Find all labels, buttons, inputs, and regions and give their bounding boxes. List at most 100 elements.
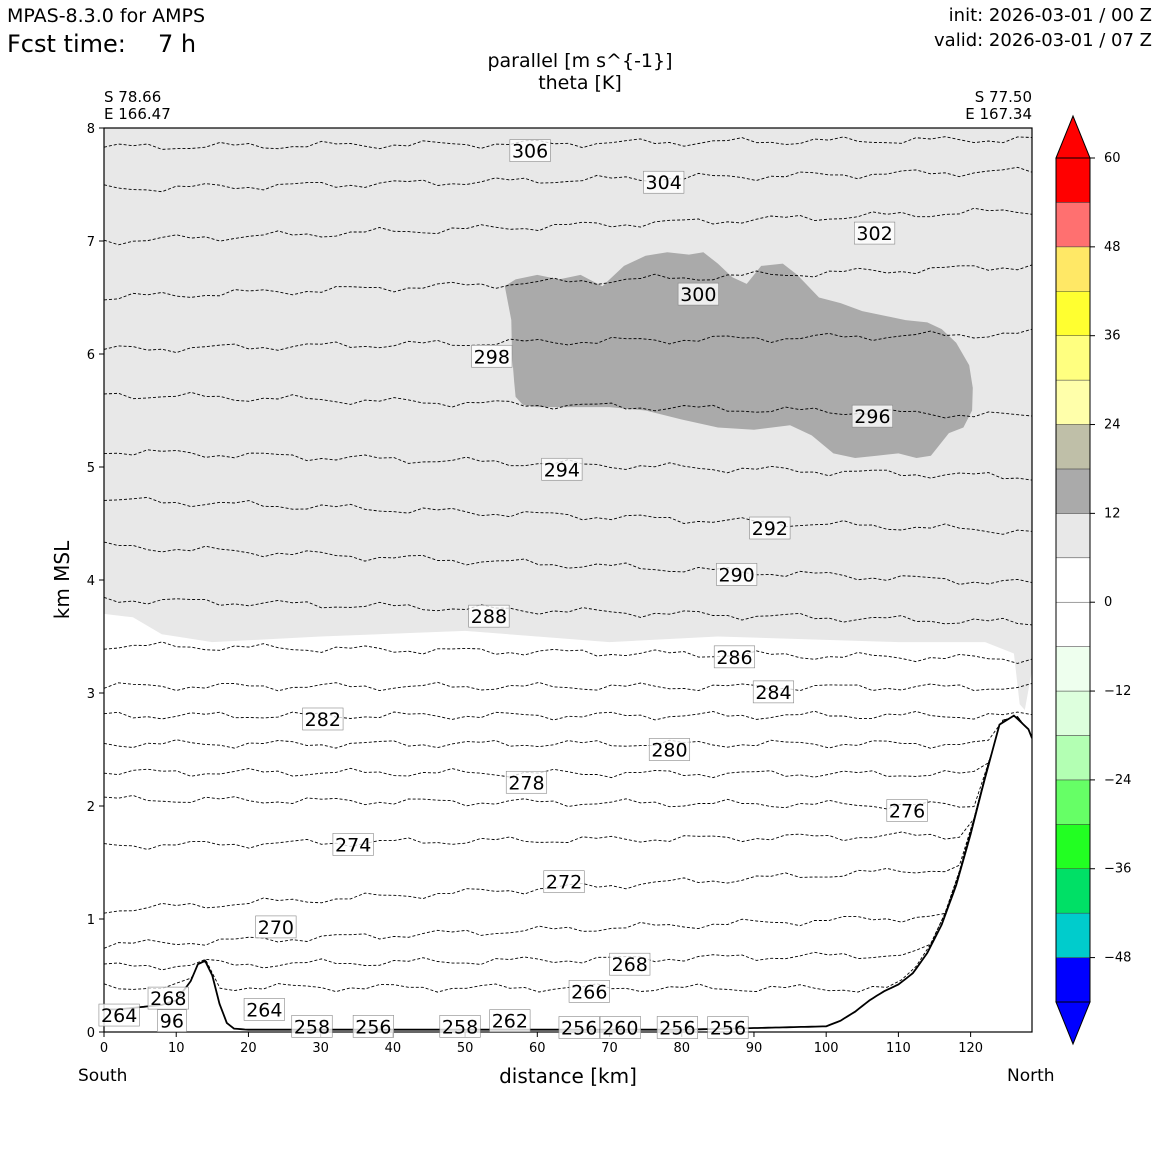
x-tick-label: 20 bbox=[240, 1041, 257, 1056]
contour-label-box bbox=[471, 344, 513, 368]
colorbar-frame bbox=[1055, 157, 1091, 1003]
colorbar-segment bbox=[1055, 601, 1091, 647]
y-tick-label: 3 bbox=[87, 687, 95, 702]
colorbar-tick-label: 24 bbox=[1104, 418, 1121, 433]
contour-label-box bbox=[543, 870, 585, 894]
contour-label-box bbox=[749, 516, 791, 540]
contour-label-box bbox=[352, 1015, 394, 1038]
x-tick-label: 120 bbox=[958, 1041, 983, 1056]
theta-contour-302 bbox=[104, 207, 1032, 246]
forecast-time-label: Fcst time: bbox=[7, 30, 126, 58]
contour-label-box bbox=[291, 1015, 333, 1038]
colorbar-segment bbox=[1055, 379, 1091, 425]
x-tick-label: 10 bbox=[168, 1041, 185, 1056]
contour-label-box bbox=[713, 645, 756, 669]
colorbar-segment bbox=[1055, 291, 1091, 336]
contour-label-260: 260 bbox=[602, 1017, 638, 1039]
contour-label-286: 286 bbox=[716, 647, 752, 669]
colorbar-tick-label: −36 bbox=[1104, 862, 1131, 877]
theta-contour-294 bbox=[104, 449, 1032, 481]
contour-label-box bbox=[707, 1016, 749, 1039]
contour-label-box bbox=[468, 604, 510, 628]
left-endpoint-lon: E 166.47 bbox=[104, 105, 171, 123]
chart-subtitle: theta [K] bbox=[538, 72, 622, 94]
contour-label-266: 266 bbox=[571, 981, 607, 1003]
y-tick-label: 2 bbox=[87, 800, 95, 815]
colorbar-min-arrow bbox=[1055, 1001, 1091, 1046]
terrain-fill bbox=[104, 715, 1032, 1032]
colorbar-segment bbox=[1055, 912, 1091, 958]
contour-label-box bbox=[558, 1016, 600, 1039]
colorbar-segment bbox=[1055, 779, 1091, 825]
x-tick-label: 110 bbox=[886, 1041, 911, 1056]
contour-label-258: 258 bbox=[442, 1016, 478, 1038]
contour-label-box bbox=[302, 707, 344, 731]
left-endpoint-lat: S 78.66 bbox=[104, 88, 162, 106]
contour-label-box bbox=[489, 1009, 531, 1033]
theta-contour-284 bbox=[104, 681, 1032, 692]
colorbar-segment bbox=[1055, 424, 1091, 470]
contour-label-box bbox=[439, 1015, 481, 1038]
contour-label-box bbox=[643, 170, 685, 194]
contour-label-270: 270 bbox=[258, 917, 294, 939]
y-tick-label: 8 bbox=[87, 122, 95, 137]
x-tick-label: 0 bbox=[100, 1041, 108, 1056]
theta-contour-270 bbox=[104, 716, 1032, 949]
theta-contour-282 bbox=[104, 710, 1032, 721]
colorbar-tick-label: −12 bbox=[1104, 684, 1131, 699]
contour-label-272: 272 bbox=[546, 872, 582, 894]
contour-label-box bbox=[157, 1009, 187, 1033]
colorbar-segment bbox=[1055, 157, 1091, 203]
valid-time: valid: 2026-03-01 / 07 Z bbox=[934, 30, 1152, 51]
x-axis-label: distance [km] bbox=[499, 1064, 637, 1088]
contour-label-box bbox=[98, 1003, 140, 1027]
colorbar-segment bbox=[1055, 868, 1091, 914]
colorbar-segment bbox=[1055, 735, 1091, 781]
theta-contour-280 bbox=[104, 716, 1032, 749]
x-tick-label: 50 bbox=[457, 1041, 474, 1056]
contour-label-256: 256 bbox=[710, 1017, 746, 1039]
contour-label-box bbox=[505, 770, 548, 794]
colorbar-segment bbox=[1055, 824, 1091, 869]
contour-label-280: 280 bbox=[651, 740, 687, 762]
colorbar-tick-label: 0 bbox=[1104, 595, 1112, 610]
contour-label-274: 274 bbox=[335, 834, 371, 856]
colorbar-segment bbox=[1055, 513, 1091, 559]
shading-light-grey bbox=[104, 128, 1032, 710]
contour-label-264: 264 bbox=[101, 1005, 137, 1027]
y-tick-label: 6 bbox=[87, 348, 95, 363]
y-tick-label: 5 bbox=[87, 461, 95, 476]
contour-label-box bbox=[255, 915, 297, 939]
contour-label-278: 278 bbox=[508, 772, 544, 794]
contour-label-box bbox=[851, 404, 893, 428]
contour-label-box bbox=[509, 139, 551, 162]
contour-label-box bbox=[752, 680, 795, 704]
right-endpoint-lon: E 167.34 bbox=[965, 105, 1032, 123]
theta-contour-268 bbox=[104, 716, 1032, 971]
contour-label-box bbox=[243, 998, 285, 1021]
theta-contour-290 bbox=[104, 541, 1032, 585]
contour-label-284: 284 bbox=[755, 682, 791, 704]
contour-label-268: 268 bbox=[150, 988, 186, 1010]
x-tick-label: 90 bbox=[746, 1041, 763, 1056]
colorbar-segment bbox=[1055, 468, 1091, 514]
forecast-time-value: 7 h bbox=[158, 30, 197, 58]
colorbar-tick-label: 48 bbox=[1104, 240, 1121, 255]
colorbar-segment bbox=[1055, 646, 1091, 692]
theta-contour-286 bbox=[104, 641, 1032, 664]
contour-label-96: 96 bbox=[160, 1011, 184, 1033]
colorbar-tick-label: −24 bbox=[1104, 773, 1131, 788]
contour-label-box bbox=[568, 980, 610, 1003]
theta-contour-296 bbox=[104, 391, 1032, 419]
y-tick-label: 1 bbox=[87, 913, 95, 928]
contour-label-box bbox=[854, 221, 896, 245]
contour-label-276: 276 bbox=[889, 801, 925, 823]
north-direction-label: North bbox=[1007, 1066, 1055, 1086]
contour-label-box bbox=[599, 1016, 641, 1039]
theta-contour-292 bbox=[104, 496, 1032, 535]
contour-label-256: 256 bbox=[659, 1017, 695, 1039]
contour-label-302: 302 bbox=[856, 223, 892, 245]
theta-contour-274 bbox=[104, 716, 1032, 850]
colorbar-tick-label: 12 bbox=[1104, 506, 1121, 521]
